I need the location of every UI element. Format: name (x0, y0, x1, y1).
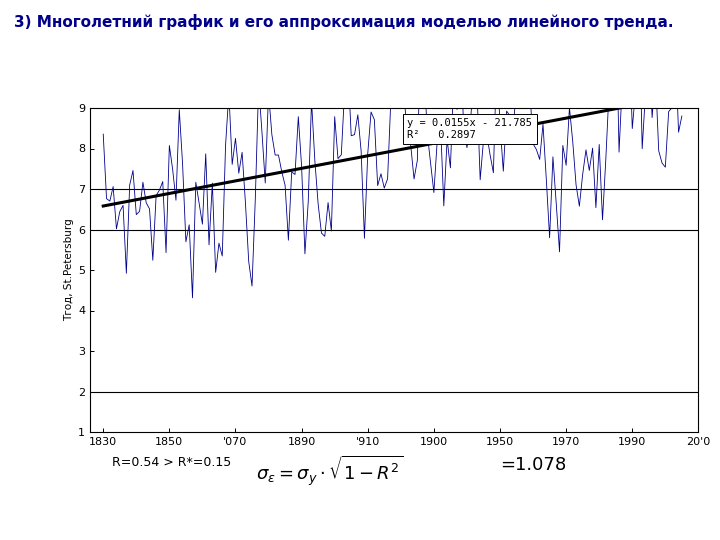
Y-axis label: Тгод, St.Petersburg: Тгод, St.Petersburg (64, 219, 74, 321)
Text: 3) Многолетний график и его аппроксимация моделью линейного тренда.: 3) Многолетний график и его аппроксимаци… (14, 14, 674, 30)
Text: y = 0.0155x - 21.785
R²   0.2897: y = 0.0155x - 21.785 R² 0.2897 (408, 118, 532, 140)
Text: =1.078: =1.078 (500, 456, 567, 474)
Text: $\sigma_\varepsilon = \sigma_y \cdot \sqrt{1 - R^2}$: $\sigma_\varepsilon = \sigma_y \cdot \sq… (256, 454, 403, 488)
Text: R=0.54 > R*=0.15: R=0.54 > R*=0.15 (112, 456, 231, 469)
